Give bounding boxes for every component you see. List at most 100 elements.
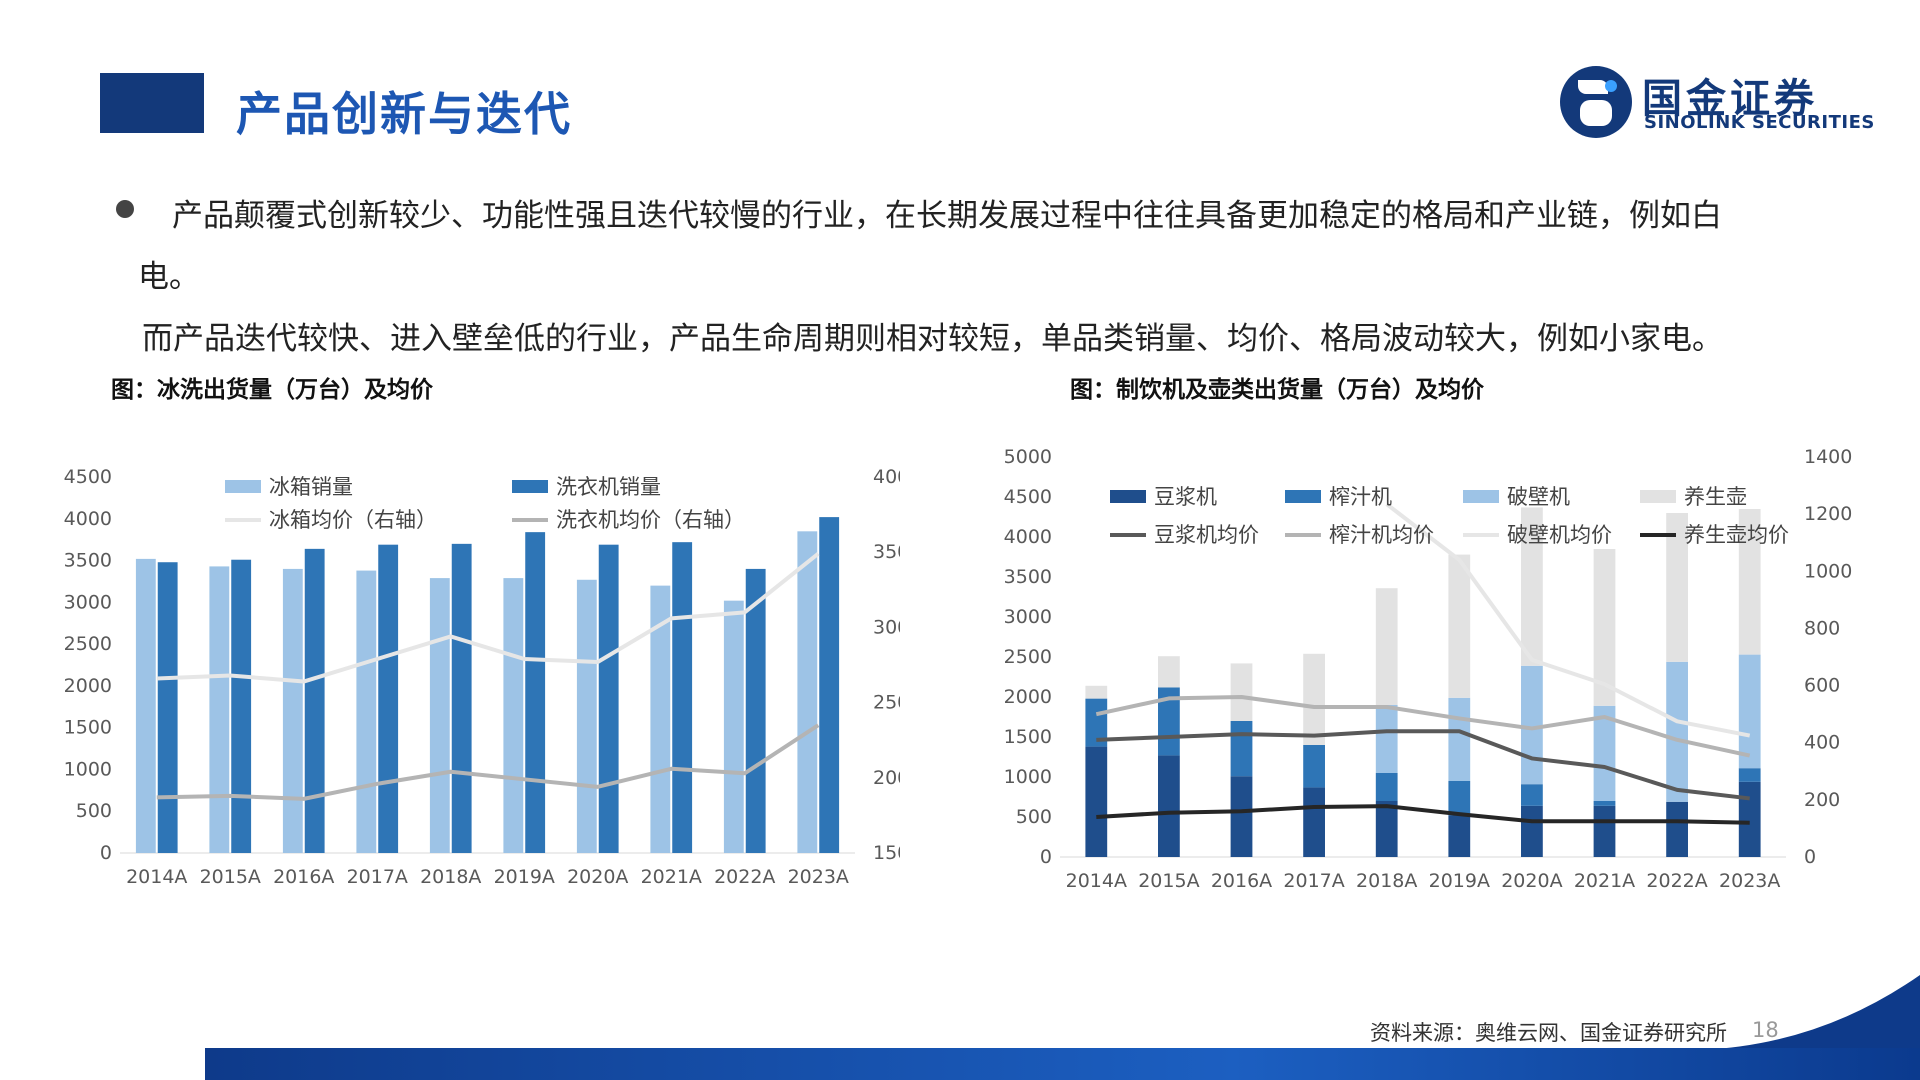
y2-tick-label: 200 [1804,789,1840,811]
bar [1085,685,1108,699]
y2-tick-label: 0 [1804,846,1816,868]
y2-tick-label: 3000 [873,616,900,638]
y-tick-label: 2500 [64,633,112,655]
bar [1085,698,1108,747]
y2-tick-label: 1000 [1804,560,1852,582]
bar [1593,801,1616,806]
bar [1593,805,1616,857]
bar [1738,768,1761,782]
source-note: 资料来源：奥维云网、国金证券研究所 [1370,1021,1727,1045]
bar [1375,801,1398,857]
bar [1448,781,1471,816]
logo-icon [1560,66,1632,138]
chart-fridge-washer: 0 500 1000 1500 2000 2500 3000 3500 4000 4500 1500… [64,466,900,888]
legend-label: 豆浆机均价 [1154,523,1259,547]
x-tick-label: 2016A [273,866,334,888]
logo-name-cn: 国金证券 [1642,76,1818,122]
bar [1158,656,1180,688]
bar [1666,661,1688,802]
y-tick-label: 5000 [1004,446,1052,468]
legend-item: 冰箱均价（右轴） [225,508,437,532]
y-tick-label: 0 [100,842,112,864]
footer-bar [205,1048,1920,1080]
x-tick-label: 2019A [1429,870,1490,892]
bar [1521,805,1543,857]
y-tick-label: 4000 [64,508,112,530]
bar [1521,784,1543,806]
bar [209,566,230,853]
legend-label: 洗衣机均价（右轴） [556,508,745,532]
legend-label: 洗衣机销量 [556,475,661,499]
x-tick-label: 2023A [788,866,849,888]
x-tick-label: 2017A [347,866,408,888]
bar [1666,801,1688,857]
legend-item: 养生壶 [1640,485,1747,509]
y2-tick-label: 1200 [1804,503,1852,525]
x-tick-label: 2016A [1211,870,1272,892]
paragraph-1: 产品颠覆式创新较少、功能性强且迭代较慢的行业，在长期发展过程中往往具备更加稳定的… [172,198,1722,234]
y-tick-label: 2000 [64,675,112,697]
y-tick-label: 500 [1016,806,1052,828]
y-tick-label: 3000 [1004,606,1052,628]
y-tick-label: 500 [76,800,112,822]
bar [1303,745,1325,788]
figure-2-title: 图：制饮机及壶类出货量（万台）及均价 [1070,377,1484,403]
legend-label: 榨汁机 [1329,485,1392,509]
bar [1448,554,1471,698]
bar [1230,776,1253,857]
bar [1738,509,1761,655]
x-tick-label: 2019A [494,866,555,888]
legend-label: 冰箱销量 [269,475,353,499]
y-tick-label: 1000 [1004,766,1052,788]
legend-item: 榨汁机 [1285,485,1392,509]
logo-name-en: SINOLINK SECURITIES [1644,112,1875,133]
series-line [1385,502,1751,738]
series-line [1095,695,1751,758]
y-tick-label: 1500 [64,717,112,739]
x-tick-label: 2021A [1574,870,1635,892]
chart-beverage-kettle: 0500100015002000250030003500400045005000… [1004,446,1853,892]
y2-tick-label: 2000 [873,767,900,789]
bar [1521,665,1543,785]
bar [1666,513,1688,662]
bar [1375,705,1398,773]
y-tick-label: 4000 [1004,526,1052,548]
legend-item: 豆浆机 [1110,485,1217,509]
legend-label: 榨汁机均价 [1329,523,1434,547]
bar [723,600,744,853]
y2-tick-label: 400 [1804,732,1840,754]
legend-label: 冰箱均价（右轴） [269,508,437,532]
y-tick-label: 2500 [1004,646,1052,668]
legend-item: 养生壶均价 [1640,523,1789,547]
bar [1521,507,1543,666]
bar [157,562,178,853]
bar [598,544,619,853]
bar [1158,755,1180,857]
legend-swatch [512,480,548,493]
series-line [156,723,820,801]
bar [1303,653,1325,745]
x-tick-label: 2022A [714,866,775,888]
legend-swatch [1463,490,1499,503]
bar [1085,746,1108,857]
header-accent-block [100,73,204,133]
y-tick-label: 4500 [1004,486,1052,508]
bar [819,517,840,853]
legend-label: 破壁机 [1507,485,1570,509]
legend-item: 洗衣机均价（右轴） [512,508,745,532]
bar [576,579,597,853]
bar [135,558,156,853]
bullet-icon [116,200,134,218]
legend-item: 冰箱销量 [225,475,353,499]
bar [451,543,472,853]
x-tick-label: 2023A [1719,870,1780,892]
legend-swatch [1285,490,1321,503]
y-tick-label: 4500 [64,466,112,488]
y-tick-label: 2000 [1004,686,1052,708]
bar [525,532,546,853]
bar [1230,721,1253,777]
legend-item: 榨汁机均价 [1285,523,1434,547]
bar [1303,787,1325,857]
bar [650,585,671,853]
paragraph-1-cont: 电。 [138,259,200,295]
